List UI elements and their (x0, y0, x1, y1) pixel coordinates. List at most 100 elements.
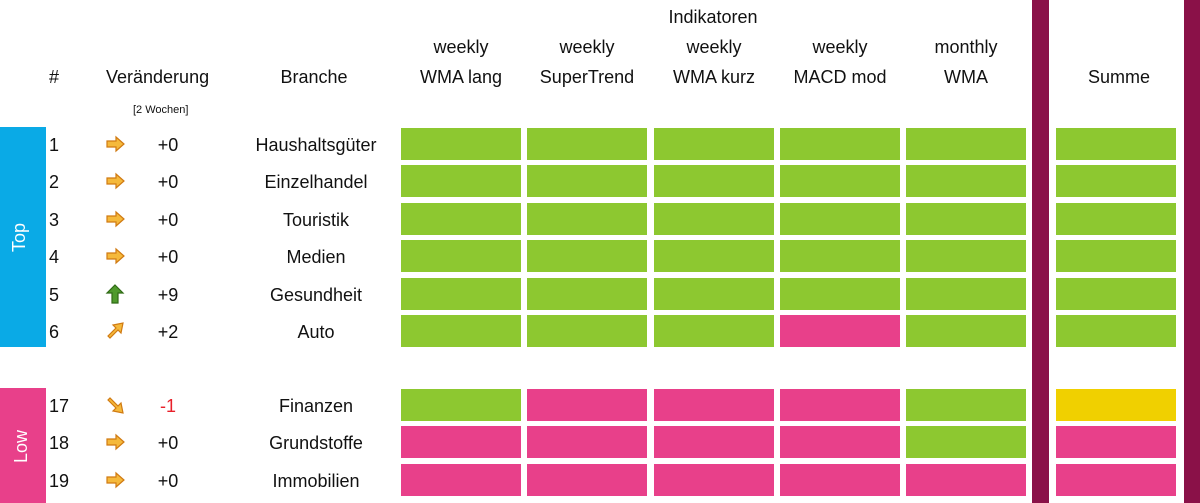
rank-number: 2 (49, 172, 60, 192)
veraenderung-header: Veränderung (106, 67, 210, 87)
branche-name: Medien (286, 247, 346, 267)
top-group-label: Top (9, 222, 30, 253)
signal-cell (654, 464, 774, 496)
rank-number: 18 (49, 433, 70, 453)
rank-number: 4 (49, 247, 60, 267)
indicator-header-line1: weekly (433, 37, 489, 57)
right-arrow-icon (104, 171, 126, 196)
signal-cell (527, 240, 647, 272)
low-group-label: Low (11, 429, 32, 464)
signal-cell (654, 426, 774, 458)
indicator-header-line1: monthly (934, 37, 998, 57)
summe-cell (1056, 203, 1176, 235)
branche-name: Grundstoffe (269, 433, 363, 453)
right-arrow-icon (104, 134, 126, 159)
change-value: +0 (157, 471, 179, 491)
change-value: +0 (157, 135, 179, 155)
signal-cell (527, 426, 647, 458)
change-value: +0 (157, 433, 179, 453)
signal-cell (654, 128, 774, 160)
indicator-header-line2: WMA lang (419, 67, 503, 87)
signal-cell (527, 128, 647, 160)
rank-number: 3 (49, 210, 60, 230)
summe-cell (1056, 278, 1176, 310)
signal-cell (780, 278, 900, 310)
top-group-tab: Top (0, 127, 46, 347)
indicator-header-line2: MACD mod (793, 67, 887, 87)
signal-cell (780, 426, 900, 458)
signal-cell (780, 240, 900, 272)
indicator-header-line1: weekly (686, 37, 742, 57)
summe-cell (1056, 315, 1176, 347)
signal-cell (401, 165, 521, 197)
branche-header: Branche (280, 67, 348, 87)
signal-cell (906, 426, 1026, 458)
branche-name: Immobilien (272, 471, 360, 491)
rank-header: # (49, 67, 60, 87)
signal-cell (906, 389, 1026, 421)
up-right-arrow-icon (104, 321, 126, 346)
indicator-header-line2: WMA (944, 67, 988, 87)
signal-cell (780, 128, 900, 160)
signal-cell (401, 278, 521, 310)
low-group-tab: Low (0, 388, 46, 503)
change-value: +2 (157, 322, 179, 342)
signal-cell (906, 165, 1026, 197)
right-arrow-icon (104, 470, 126, 495)
rank-number: 5 (49, 285, 60, 305)
signal-cell (654, 315, 774, 347)
signal-cell (654, 278, 774, 310)
signal-cell (780, 464, 900, 496)
summe-cell (1056, 389, 1176, 421)
summe-cell (1056, 464, 1176, 496)
summe-cell (1056, 128, 1176, 160)
rank-number: 1 (49, 135, 60, 155)
rank-number: 19 (49, 471, 70, 491)
branche-name: Einzelhandel (264, 172, 368, 192)
signal-cell (401, 128, 521, 160)
signal-cell (401, 240, 521, 272)
right-arrow-icon (104, 246, 126, 271)
branche-name: Finanzen (278, 396, 354, 416)
indikatoren-header: Indikatoren (668, 7, 758, 27)
rank-number: 17 (49, 396, 70, 416)
indicator-header-line2: WMA kurz (672, 67, 755, 87)
signal-cell (906, 278, 1026, 310)
signal-cell (780, 165, 900, 197)
branche-name: Auto (297, 322, 335, 342)
signal-cell (780, 203, 900, 235)
signal-cell (654, 203, 774, 235)
branche-name: Haushaltsgüter (255, 135, 377, 155)
signal-cell (527, 278, 647, 310)
branche-name: Touristik (282, 210, 349, 230)
signal-cell (654, 240, 774, 272)
change-value: +0 (157, 172, 179, 192)
signal-cell (654, 165, 774, 197)
signal-cell (401, 315, 521, 347)
rank-number: 6 (49, 322, 60, 342)
down-right-arrow-icon (104, 395, 126, 420)
signal-cell (401, 464, 521, 496)
signal-cell (527, 389, 647, 421)
indicator-header-line1: weekly (559, 37, 615, 57)
signal-cell (527, 315, 647, 347)
summe-cell (1056, 426, 1176, 458)
signal-cell (527, 165, 647, 197)
column-divider (1032, 0, 1049, 503)
indicator-header-line1: weekly (812, 37, 868, 57)
signal-cell (401, 389, 521, 421)
change-value: +0 (157, 247, 179, 267)
veraenderung-subheader: [2 Wochen] (133, 104, 189, 116)
signal-cell (906, 203, 1026, 235)
change-value: -1 (159, 396, 176, 416)
right-arrow-icon (104, 432, 126, 457)
signal-cell (906, 315, 1026, 347)
signal-cell (906, 128, 1026, 160)
signal-cell (780, 315, 900, 347)
up-arrow-icon (104, 284, 126, 309)
signal-cell (906, 464, 1026, 496)
summe-header: Summe (1087, 67, 1150, 87)
signal-cell (401, 426, 521, 458)
change-value: +0 (157, 210, 179, 230)
right-arrow-icon (104, 209, 126, 234)
